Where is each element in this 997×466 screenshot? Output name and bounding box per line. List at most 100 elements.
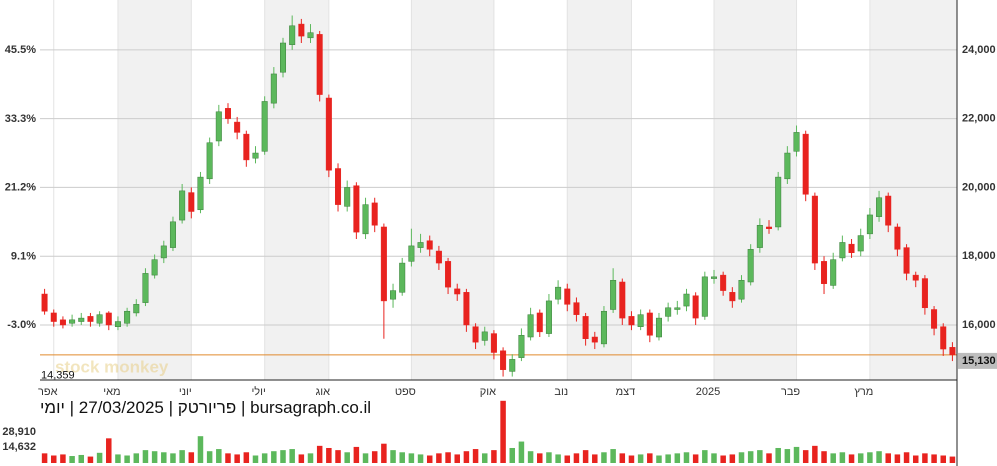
candle-body bbox=[921, 278, 928, 309]
candle-body bbox=[307, 32, 314, 39]
volume-bar bbox=[307, 453, 314, 463]
last-price-label: 15,130 bbox=[962, 355, 996, 367]
x-tick-label: דצמ bbox=[616, 386, 636, 398]
volume-bar bbox=[87, 456, 94, 463]
candle-body bbox=[289, 25, 296, 45]
volume-bar bbox=[702, 450, 708, 463]
candle-body bbox=[87, 316, 94, 322]
volume-bar bbox=[830, 453, 836, 463]
candle-body bbox=[509, 359, 516, 372]
volume-bar bbox=[857, 453, 864, 463]
volume-bar bbox=[298, 454, 305, 463]
candle-body bbox=[821, 261, 828, 284]
volume-bar bbox=[949, 456, 956, 463]
volume-bar bbox=[463, 451, 470, 463]
candle-body bbox=[619, 281, 626, 319]
candle-body bbox=[848, 243, 855, 254]
candle-body bbox=[69, 319, 76, 324]
candle-body bbox=[793, 132, 800, 152]
candle-body bbox=[105, 312, 112, 326]
volume-bar bbox=[592, 454, 598, 463]
volume-bar bbox=[271, 451, 277, 463]
volume-bar bbox=[656, 455, 662, 463]
candle-body bbox=[151, 259, 158, 276]
volume-bar bbox=[509, 447, 516, 463]
volume-bar bbox=[775, 447, 781, 463]
volume-tick-label: 28,910 bbox=[2, 426, 36, 438]
x-tick-label: מרץ bbox=[854, 386, 873, 398]
candle-body bbox=[701, 276, 708, 317]
volume-bar bbox=[399, 452, 405, 463]
candle-body bbox=[628, 316, 635, 326]
candle-body bbox=[931, 309, 938, 329]
candle-body bbox=[646, 312, 653, 336]
candle-body bbox=[894, 226, 901, 250]
y-tick-label: 16,000 bbox=[962, 319, 996, 331]
volume-bar bbox=[252, 455, 259, 463]
candle-body bbox=[270, 73, 277, 104]
y-tick-label: 20,000 bbox=[962, 181, 996, 193]
x-tick-label: אוק bbox=[480, 386, 496, 398]
volume-bar bbox=[546, 452, 552, 463]
candle-body bbox=[353, 185, 360, 233]
volume-bar bbox=[573, 453, 580, 463]
volume-bar bbox=[408, 453, 415, 463]
volume-bar bbox=[665, 454, 671, 463]
candle-body bbox=[96, 314, 103, 324]
candle-body bbox=[215, 111, 222, 142]
candle-body bbox=[426, 240, 433, 250]
volume-bar bbox=[142, 450, 149, 463]
volume-bar bbox=[527, 451, 534, 463]
volume-bar bbox=[582, 450, 589, 463]
x-tick-label: אפר bbox=[38, 386, 58, 398]
candle-body bbox=[500, 350, 507, 370]
volume-bar bbox=[674, 453, 681, 463]
candle-body bbox=[380, 226, 387, 302]
candle-body bbox=[78, 317, 85, 322]
volume-bar bbox=[381, 443, 387, 463]
volume-bar bbox=[51, 455, 57, 463]
candle-body bbox=[536, 312, 543, 333]
volume-bar bbox=[555, 454, 561, 463]
volume-bar bbox=[234, 454, 240, 463]
volume-bar bbox=[436, 453, 442, 463]
volume-bar bbox=[894, 454, 901, 463]
candle-body bbox=[133, 304, 140, 314]
volume-bar bbox=[243, 452, 250, 463]
month-band bbox=[117, 0, 192, 380]
volume-bar bbox=[711, 453, 717, 463]
volume-bar bbox=[766, 453, 772, 463]
volume-bar bbox=[839, 452, 846, 463]
candle-body bbox=[179, 190, 186, 221]
volume-bar bbox=[747, 451, 754, 463]
candle-body bbox=[912, 274, 919, 281]
candle-body bbox=[692, 295, 699, 319]
volume-bar bbox=[179, 450, 185, 463]
volume-bar bbox=[802, 450, 809, 463]
volume-bar bbox=[197, 436, 204, 463]
candle-body bbox=[885, 195, 892, 226]
volume-bar bbox=[289, 449, 295, 463]
volume-bar bbox=[564, 455, 571, 463]
volume-bar bbox=[316, 445, 323, 463]
volume-bar bbox=[931, 454, 937, 463]
candle-body bbox=[298, 23, 305, 37]
volume-bar bbox=[454, 454, 460, 463]
x-tick-label: אוג bbox=[316, 386, 331, 398]
volume-bar bbox=[371, 451, 378, 463]
volume-bar bbox=[610, 449, 616, 463]
candle-body bbox=[280, 42, 287, 73]
volume-bar bbox=[876, 451, 882, 463]
candle-body bbox=[197, 176, 204, 211]
volume-bar bbox=[170, 453, 176, 463]
volume-bar bbox=[106, 438, 112, 463]
volume-bar bbox=[848, 454, 855, 463]
x-tick-label: פבר bbox=[781, 386, 800, 398]
volume-bar bbox=[637, 454, 644, 463]
volume-bar bbox=[362, 453, 369, 463]
watermark: stock monkey bbox=[55, 357, 169, 376]
candle-body bbox=[224, 108, 231, 119]
candle-body bbox=[454, 288, 461, 295]
month-band bbox=[713, 0, 797, 380]
candle-body bbox=[637, 314, 644, 327]
